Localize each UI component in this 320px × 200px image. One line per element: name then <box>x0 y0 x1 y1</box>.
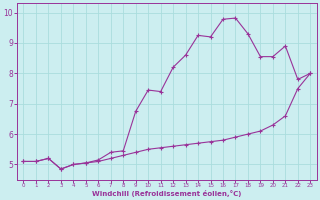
X-axis label: Windchill (Refroidissement éolien,°C): Windchill (Refroidissement éolien,°C) <box>92 190 242 197</box>
